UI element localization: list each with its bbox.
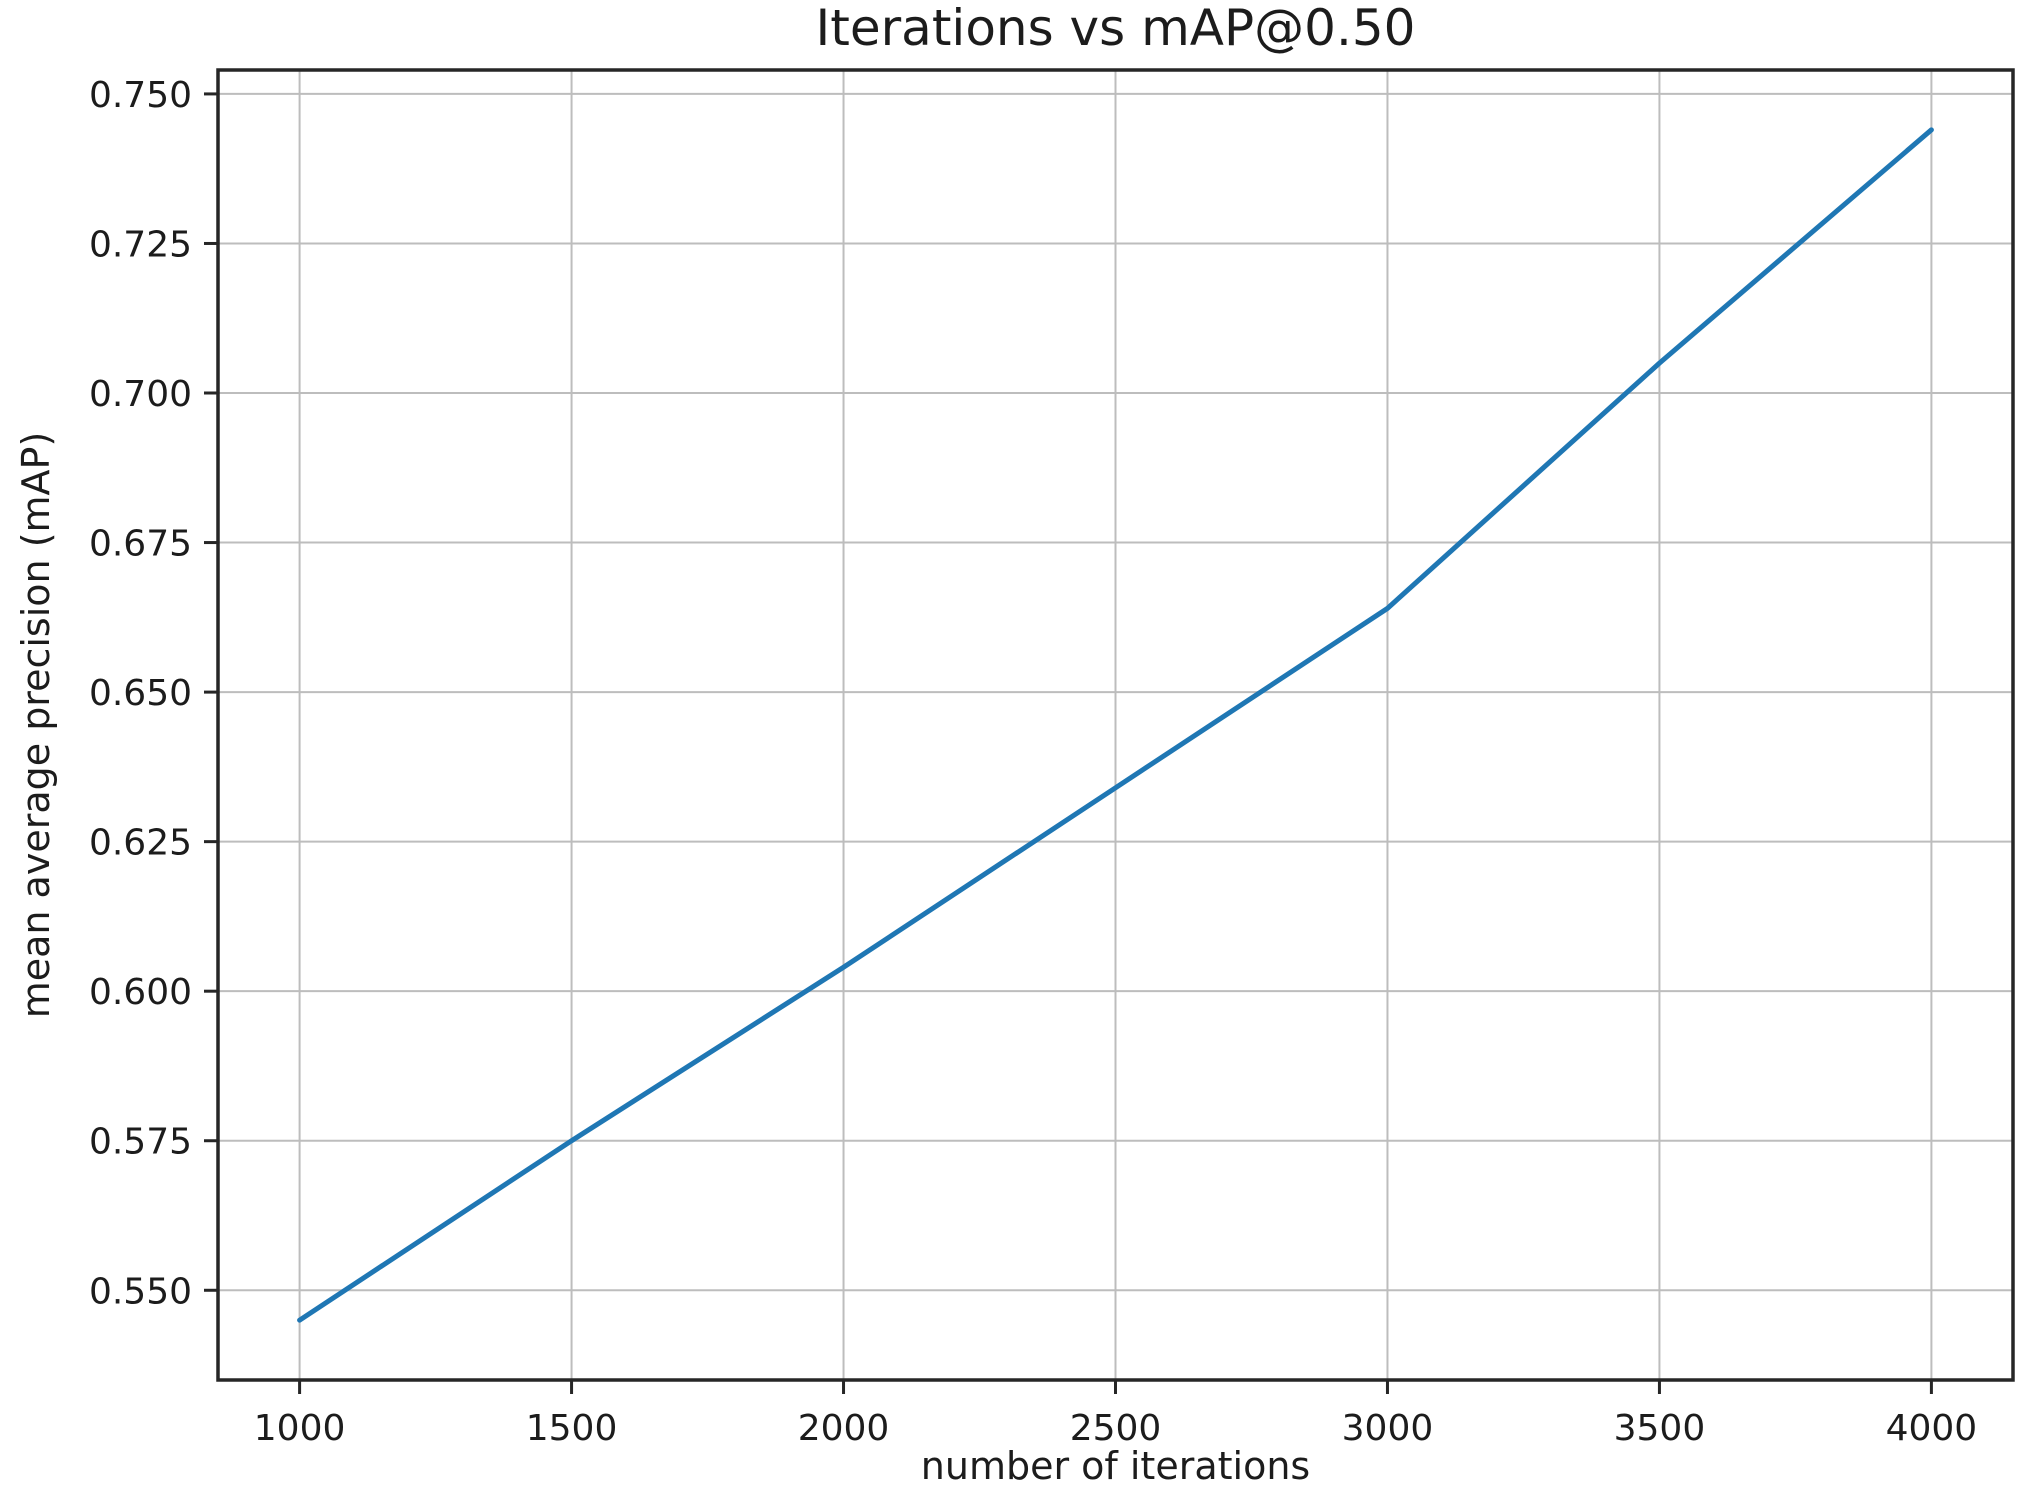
x-tick-label: 3000 (1342, 1408, 1434, 1449)
y-tick-label: 0.700 (89, 374, 192, 415)
y-tick-label: 0.600 (89, 972, 192, 1013)
y-tick-label: 0.575 (89, 1122, 192, 1163)
data-line (297, 127, 1934, 1323)
chart-title: Iterations vs mAP@0.50 (815, 0, 1416, 57)
x-tick-label: 2000 (798, 1408, 890, 1449)
x-tick-label: 1500 (526, 1408, 618, 1449)
y-tick-label: 0.550 (89, 1271, 192, 1312)
y-tick-label: 0.725 (89, 224, 192, 265)
x-tick-label: 1000 (254, 1408, 346, 1449)
x-tick-label: 2500 (1070, 1408, 1162, 1449)
y-tick-label: 0.625 (89, 823, 192, 864)
x-axis-label: number of iterations (920, 1444, 1311, 1488)
y-tick-label: 0.750 (89, 75, 192, 116)
x-tick-label: 4000 (1886, 1408, 1978, 1449)
y-tick-label: 0.650 (89, 673, 192, 714)
y-tick-label: 0.675 (89, 524, 192, 565)
x-tick-label: 3500 (1614, 1408, 1706, 1449)
